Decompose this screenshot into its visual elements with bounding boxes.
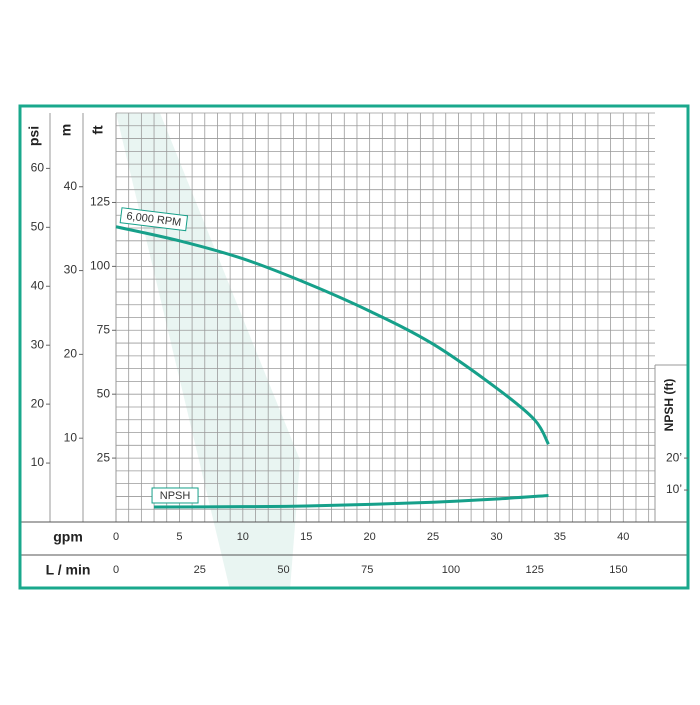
x2-tick-label: 75 xyxy=(361,564,373,576)
m-tick-label: 40 xyxy=(64,179,78,193)
psi-tick-label: 50 xyxy=(31,220,45,234)
ft-tick-label: 25 xyxy=(97,450,111,464)
x2-axis-label: L / min xyxy=(46,562,91,578)
psi-label: psi xyxy=(26,126,42,146)
psi-tick-label: 20 xyxy=(31,396,45,410)
minor-grid xyxy=(115,112,655,523)
x-tick-label: 10 xyxy=(237,531,249,543)
x2-tick-label: 125 xyxy=(526,564,544,576)
x2-tick-label: 50 xyxy=(277,564,289,576)
label-box xyxy=(151,487,199,504)
ft-label: ft xyxy=(90,125,106,135)
curve xyxy=(115,225,550,446)
m-label: m xyxy=(58,124,74,136)
x-tick-label: 35 xyxy=(554,531,566,543)
x-tick-label: 20 xyxy=(364,531,376,543)
x-tick-label: 40 xyxy=(617,531,629,543)
npsh-tick-label: 10’ xyxy=(666,482,682,496)
x-tick-label: 30 xyxy=(490,531,502,543)
psi-tick-label: 10 xyxy=(31,455,45,469)
x-tick-label: 25 xyxy=(427,531,439,543)
x-tick-label: 0 xyxy=(113,531,119,543)
ft-tick-label: 75 xyxy=(97,322,111,336)
label-box xyxy=(119,207,189,232)
npsh-tick-label: 20’ xyxy=(666,450,682,464)
psi-tick-label: 40 xyxy=(31,278,45,292)
legend-label: NPSH xyxy=(160,490,191,502)
ft-tick-label: 125 xyxy=(90,195,110,209)
x-tick-label: 15 xyxy=(300,531,312,543)
x2-tick-label: 0 xyxy=(113,564,119,576)
ft-tick-label: 100 xyxy=(90,259,110,273)
x-tick-label: 5 xyxy=(176,531,182,543)
legend: 6,000 RPM xyxy=(119,207,189,232)
curve xyxy=(154,493,549,509)
watermark xyxy=(116,113,300,590)
x2-tick-label: 25 xyxy=(194,564,206,576)
frame xyxy=(18,104,690,590)
x2-tick-label: 150 xyxy=(609,564,627,576)
psi-tick-label: 60 xyxy=(31,161,45,175)
m-tick-label: 10 xyxy=(64,430,78,444)
m-tick-label: 20 xyxy=(64,347,78,361)
ft-tick-label: 50 xyxy=(97,386,111,400)
m-tick-label: 30 xyxy=(64,263,78,277)
x2-tick-label: 100 xyxy=(442,564,460,576)
y2-axis-label: NPSH (ft) xyxy=(662,379,676,432)
psi-tick-label: 30 xyxy=(31,337,45,351)
x-axis-label: gpm xyxy=(53,529,83,545)
